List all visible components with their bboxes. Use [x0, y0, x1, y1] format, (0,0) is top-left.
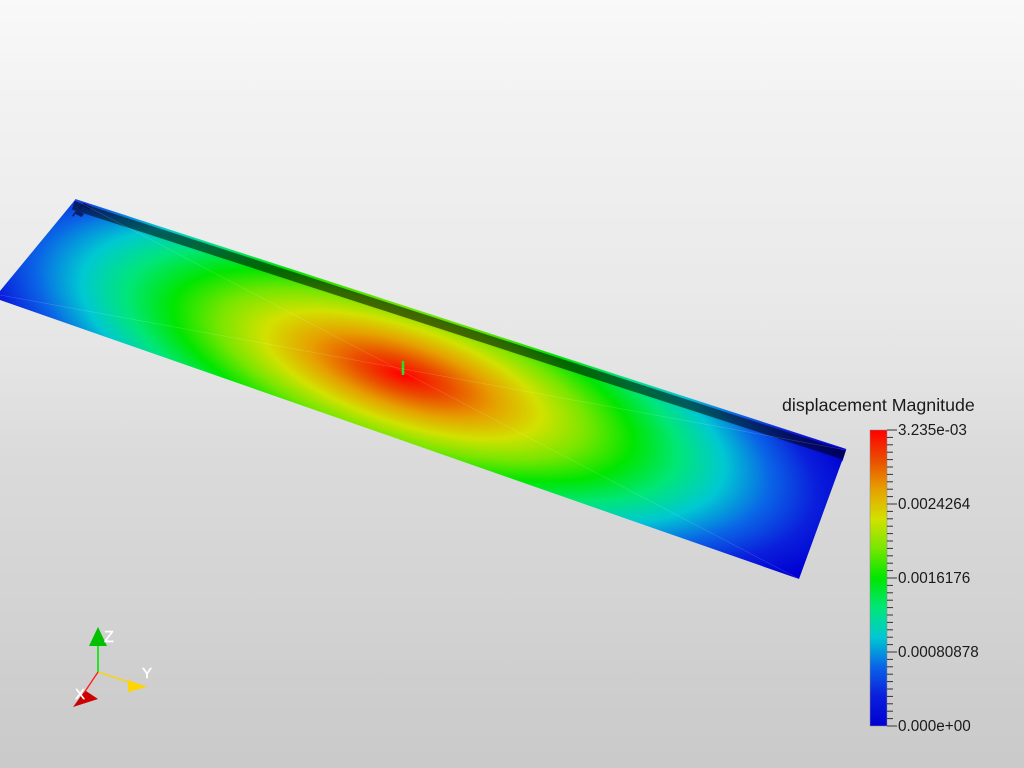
svg-text:displacement Magnitude: displacement Magnitude	[782, 395, 975, 415]
svg-text:3.235e-03: 3.235e-03	[898, 422, 967, 439]
svg-text:0.000e+00: 0.000e+00	[898, 718, 971, 735]
svg-text:Z: Z	[104, 629, 114, 646]
svg-text:0.00080878: 0.00080878	[898, 644, 979, 661]
svg-text:Y: Y	[142, 665, 152, 682]
svg-text:0.0016176: 0.0016176	[898, 570, 970, 587]
svg-text:X: X	[75, 686, 85, 703]
svg-text:0.0024264: 0.0024264	[898, 496, 971, 513]
